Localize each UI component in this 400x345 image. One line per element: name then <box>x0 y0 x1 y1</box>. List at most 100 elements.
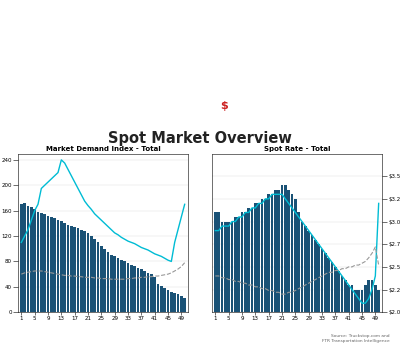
Bar <box>63 223 66 312</box>
Bar <box>254 204 257 345</box>
Bar <box>280 185 284 345</box>
Bar <box>344 280 347 345</box>
Bar <box>26 206 30 312</box>
FancyBboxPatch shape <box>18 95 26 117</box>
Bar <box>217 213 220 345</box>
Bar <box>247 208 250 345</box>
Bar <box>60 221 63 312</box>
Bar <box>150 274 153 312</box>
Text: Demand (Loads): Demand (Loads) <box>63 71 153 81</box>
Bar <box>334 267 337 345</box>
Bar <box>163 288 166 312</box>
Bar <box>220 221 224 345</box>
Bar <box>277 190 280 345</box>
Text: $: $ <box>220 101 228 111</box>
Bar <box>264 199 267 345</box>
Bar <box>183 298 186 312</box>
Bar <box>50 217 53 312</box>
Bar <box>234 217 237 345</box>
Bar <box>73 227 76 312</box>
Bar <box>103 249 106 312</box>
Bar <box>360 289 364 345</box>
FancyBboxPatch shape <box>226 58 238 67</box>
Bar <box>337 272 340 345</box>
Text: Spot Rates: Spot Rates <box>277 114 337 124</box>
Bar <box>300 221 304 345</box>
Bar <box>230 221 234 345</box>
Bar <box>46 216 50 312</box>
Bar <box>40 213 43 312</box>
FancyBboxPatch shape <box>28 89 35 117</box>
Bar <box>354 289 357 345</box>
Bar <box>260 199 264 345</box>
Bar <box>270 194 274 345</box>
Bar <box>76 228 80 312</box>
Circle shape <box>208 68 220 70</box>
Bar <box>80 230 83 312</box>
Bar <box>130 265 133 312</box>
Bar <box>317 244 320 345</box>
Bar <box>297 213 300 345</box>
Bar <box>33 209 36 312</box>
Bar <box>267 194 270 345</box>
Bar <box>106 252 110 312</box>
Bar <box>257 204 260 345</box>
Text: Spot Market Overview: Spot Market Overview <box>108 131 292 146</box>
Bar <box>350 285 354 345</box>
Bar <box>123 262 126 312</box>
Bar <box>126 263 130 312</box>
Bar <box>70 226 73 312</box>
Bar <box>284 185 287 345</box>
Bar <box>36 212 40 312</box>
Text: -1.7%: -1.7% <box>86 94 130 108</box>
Bar <box>160 286 163 312</box>
Bar <box>153 277 156 312</box>
Text: -0.1%: -0.1% <box>285 94 329 108</box>
Circle shape <box>224 68 236 70</box>
Bar <box>156 284 160 312</box>
Bar <box>340 276 344 345</box>
Circle shape <box>8 68 20 70</box>
Title: Spot Rate - Total: Spot Rate - Total <box>264 146 330 152</box>
FancyBboxPatch shape <box>206 57 226 67</box>
Text: +4.2%: +4.2% <box>282 51 332 65</box>
Bar <box>287 190 290 345</box>
Bar <box>227 221 230 345</box>
Bar <box>110 255 113 312</box>
Bar <box>274 190 277 345</box>
Bar <box>377 289 380 345</box>
Bar <box>176 294 180 312</box>
Circle shape <box>198 101 250 112</box>
Bar <box>90 236 93 312</box>
Bar <box>166 290 170 312</box>
Bar <box>250 208 254 345</box>
Bar <box>370 280 374 345</box>
Bar <box>310 235 314 345</box>
Bar <box>136 268 140 312</box>
Bar <box>30 207 33 312</box>
Text: Supply (Trucks): Supply (Trucks) <box>264 71 350 81</box>
Bar <box>307 230 310 345</box>
Bar <box>20 204 23 312</box>
Bar <box>364 285 367 345</box>
Bar <box>357 289 360 345</box>
Bar <box>120 260 123 312</box>
Bar <box>66 225 70 312</box>
Bar <box>367 280 370 345</box>
Bar <box>347 285 350 345</box>
Bar <box>290 194 294 345</box>
FancyBboxPatch shape <box>8 103 16 117</box>
Text: +2.5%: +2.5% <box>83 51 133 65</box>
Bar <box>244 213 247 345</box>
Bar <box>320 249 324 345</box>
Bar <box>83 231 86 312</box>
Bar <box>170 292 173 312</box>
Circle shape <box>24 68 35 70</box>
Text: Source: Truckstop.com and
FTR Transportation Intelligence: Source: Truckstop.com and FTR Transporta… <box>322 334 390 343</box>
Text: Market Pressure: Market Pressure <box>62 114 153 124</box>
Bar <box>374 285 377 345</box>
Bar <box>113 256 116 312</box>
Bar <box>240 213 244 345</box>
Bar <box>237 217 240 345</box>
Bar <box>330 262 334 345</box>
